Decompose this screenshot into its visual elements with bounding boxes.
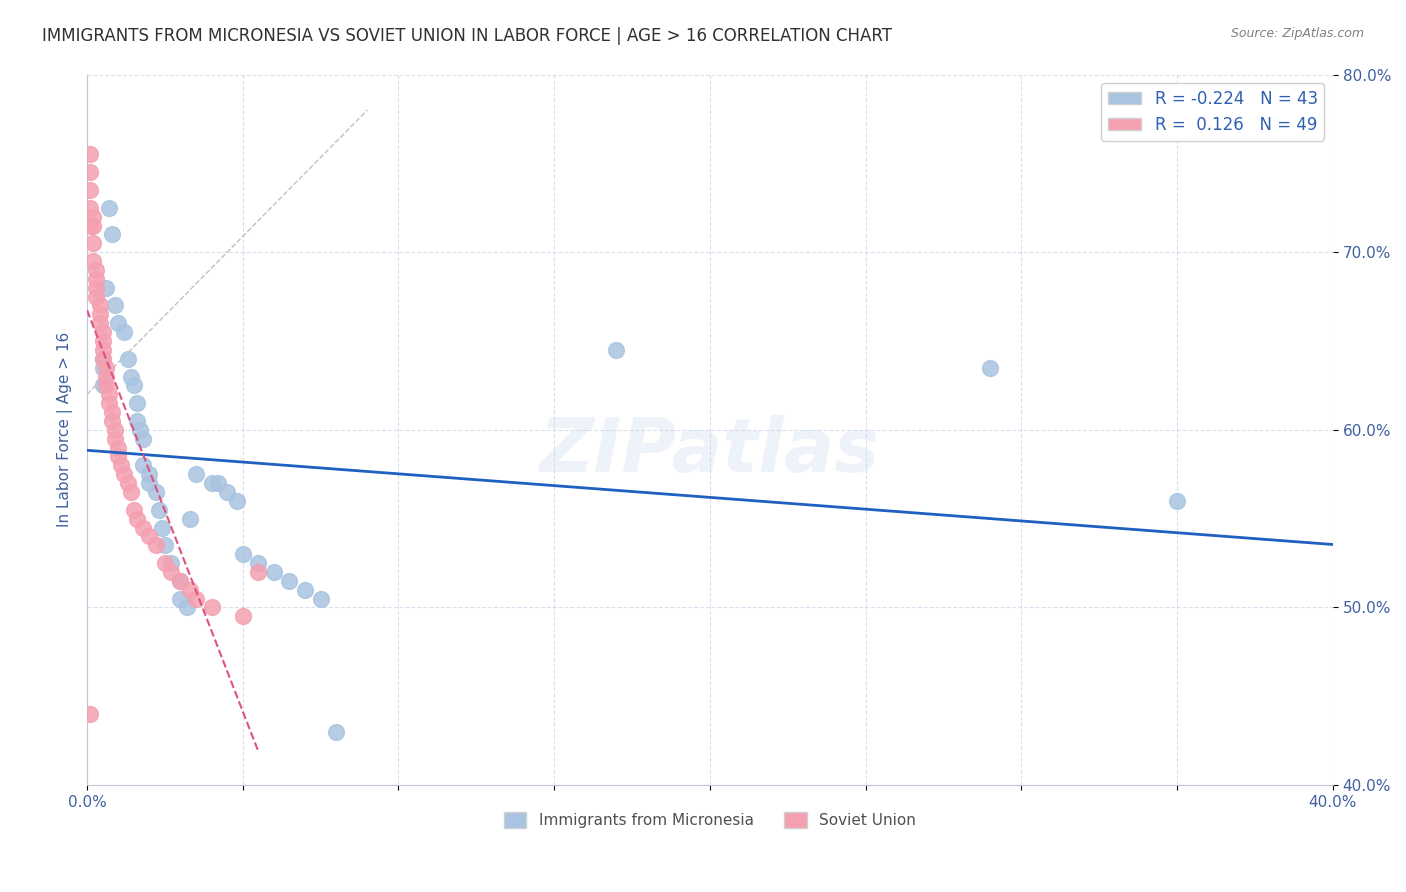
Point [294,582,316,597]
Point [120,369,142,384]
Point [232,609,254,624]
Point [82,219,104,233]
Point [153,556,176,570]
Point [145,538,167,552]
Point [138,476,160,491]
Point [132,520,155,534]
Point [125,511,148,525]
Point [79,165,101,179]
Point [89,316,111,330]
Point [107,316,129,330]
Point [86,263,108,277]
Point [129,423,152,437]
Point [179,511,201,525]
Point [979,360,1001,375]
Point [225,494,247,508]
Point [232,547,254,561]
Point [79,183,101,197]
Point [94,360,117,375]
Text: Source: ZipAtlas.com: Source: ZipAtlas.com [1230,27,1364,40]
Point [145,485,167,500]
Point [82,254,104,268]
Point [79,147,101,161]
Point [169,574,191,588]
Point [89,298,111,312]
Point [179,582,201,597]
Point [97,396,120,410]
Point [94,378,117,392]
Point [120,485,142,500]
Point [247,565,270,579]
Point [125,414,148,428]
Text: ZIPatlas: ZIPatlas [540,415,880,488]
Point [160,556,183,570]
Point [82,210,104,224]
Point [86,272,108,286]
Point [184,591,207,606]
Point [91,351,114,366]
Point [91,378,114,392]
Point [110,458,132,473]
Point [160,565,183,579]
Point [91,325,114,339]
Point [122,378,145,392]
Point [89,307,111,321]
Point [114,325,136,339]
Point [91,343,114,357]
Point [104,298,127,312]
Point [94,369,117,384]
Point [125,396,148,410]
Point [184,467,207,482]
Point [117,476,139,491]
Point [278,574,301,588]
Legend: Immigrants from Micronesia, Soviet Union: Immigrants from Micronesia, Soviet Union [498,806,922,834]
Point [201,600,224,615]
Point [97,201,120,215]
Point [605,343,627,357]
Point [263,565,285,579]
Point [86,289,108,303]
Y-axis label: In Labor Force | Age > 16: In Labor Force | Age > 16 [58,332,73,527]
Point [79,201,101,215]
Point [79,219,101,233]
Point [247,556,270,570]
Text: IMMIGRANTS FROM MICRONESIA VS SOVIET UNION IN LABOR FORCE | AGE > 16 CORRELATION: IMMIGRANTS FROM MICRONESIA VS SOVIET UNI… [42,27,893,45]
Point [176,600,198,615]
Point [91,360,114,375]
Point [201,476,224,491]
Point [107,450,129,464]
Point [86,281,108,295]
Point [150,520,173,534]
Point [101,405,124,419]
Point [207,476,229,491]
Point [309,591,332,606]
Point [117,351,139,366]
Point [91,351,114,366]
Point [97,387,120,401]
Point [132,432,155,446]
Point [169,574,191,588]
Point [122,502,145,516]
Point [101,227,124,242]
Point [107,441,129,455]
Point [79,706,101,721]
Point [104,432,127,446]
Point [101,414,124,428]
Point [325,724,347,739]
Point [153,538,176,552]
Point [217,485,239,500]
Point [138,467,160,482]
Point [132,458,155,473]
Point [148,502,170,516]
Point [82,236,104,251]
Point [1166,494,1188,508]
Point [138,529,160,543]
Point [94,281,117,295]
Point [91,334,114,348]
Point [114,467,136,482]
Point [169,591,191,606]
Point [104,423,127,437]
